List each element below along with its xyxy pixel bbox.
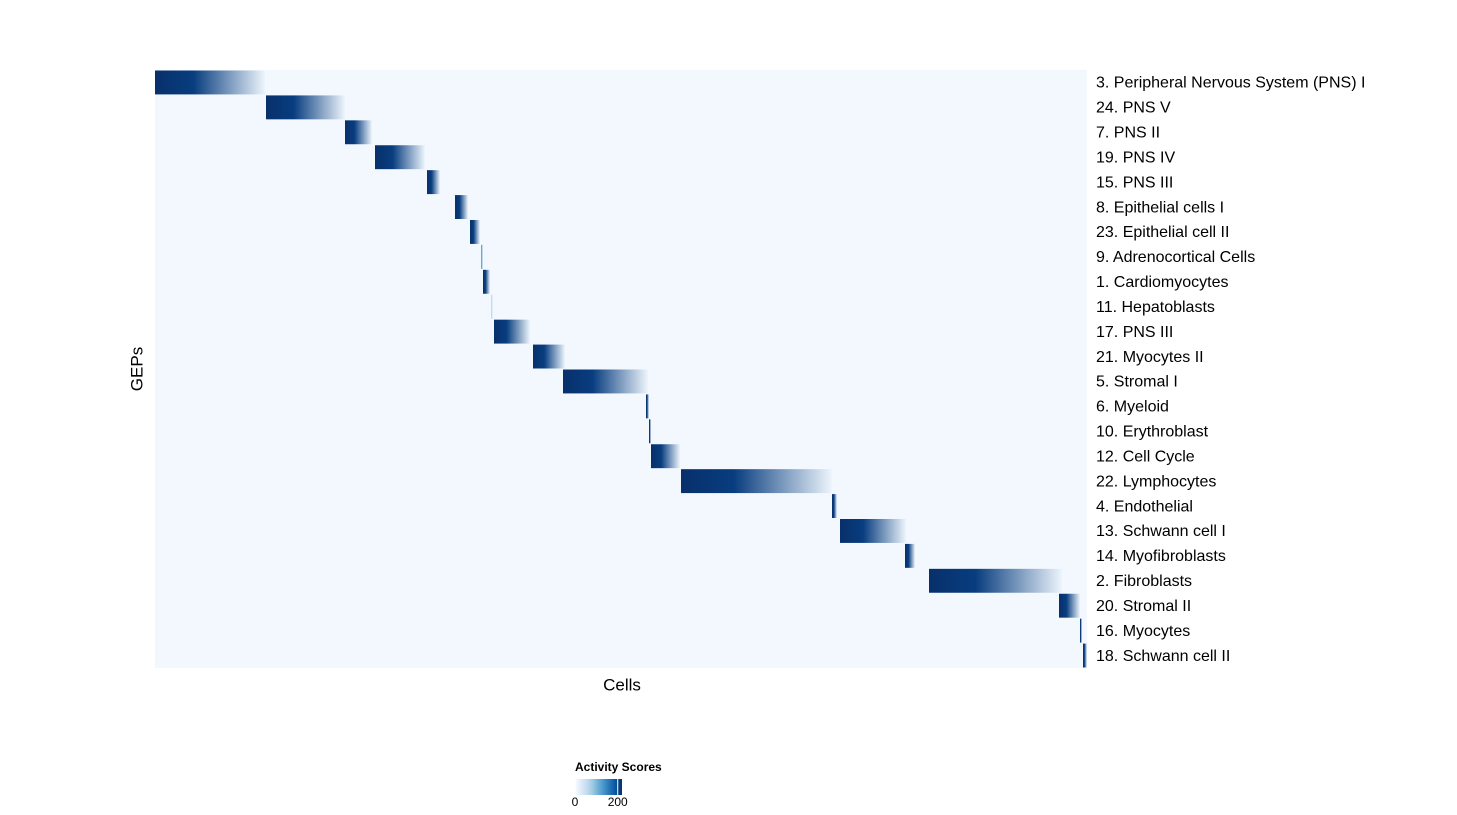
- heatmap-block: [1080, 618, 1082, 643]
- heatmap-block: [470, 220, 480, 244]
- row-label: 2. Fibroblasts: [1096, 573, 1192, 590]
- heatmap-block: [646, 394, 649, 419]
- row-label: 16. Myocytes: [1096, 623, 1190, 640]
- row-label: 10. Erythroblast: [1096, 424, 1209, 441]
- row-label: 6. Myeloid: [1096, 399, 1169, 416]
- heatmap-block: [533, 344, 565, 369]
- y-axis-label: GEPs: [127, 347, 146, 391]
- colorbar: [575, 779, 622, 795]
- heatmap-block: [483, 269, 490, 294]
- row-label: 18. Schwann cell II: [1096, 648, 1230, 665]
- colorbar-title: Activity Scores: [575, 760, 662, 774]
- row-label: 7. PNS II: [1096, 125, 1160, 142]
- heatmap-block: [491, 294, 493, 319]
- row-label: 11. Hepatoblasts: [1096, 299, 1215, 316]
- heatmap-block: [840, 519, 906, 543]
- heatmap-block: [1083, 643, 1087, 668]
- row-label: 14. Myofibroblasts: [1096, 548, 1226, 565]
- heatmap-block: [266, 95, 345, 120]
- heatmap-block: [375, 145, 425, 170]
- heatmap-block: [1059, 593, 1080, 618]
- heatmap-block: [494, 319, 530, 344]
- row-label: 24. PNS V: [1096, 100, 1171, 117]
- heatmap-block: [455, 195, 468, 219]
- heatmap-block: [649, 419, 651, 444]
- heatmap-background: [155, 70, 1087, 668]
- row-label: 21. Myocytes II: [1096, 349, 1204, 366]
- heatmap-block: [681, 469, 832, 494]
- heatmap-block: [427, 170, 440, 195]
- heatmap-block: [905, 543, 915, 568]
- row-label: 19. PNS IV: [1096, 149, 1175, 166]
- row-label: 3. Peripheral Nervous System (PNS) I: [1096, 75, 1365, 92]
- heatmap-block: [929, 568, 1062, 593]
- heatmap-block: [563, 369, 648, 394]
- row-label: 12. Cell Cycle: [1096, 448, 1195, 465]
- row-label: 8. Epithelial cells I: [1096, 199, 1224, 216]
- heatmap-block: [345, 120, 372, 145]
- heatmap-block: [651, 444, 680, 469]
- row-label: 13. Schwann cell I: [1096, 523, 1226, 540]
- row-label: 5. Stromal I: [1096, 374, 1178, 391]
- heatmap-block: [155, 70, 265, 95]
- row-label: 4. Endothelial: [1096, 498, 1193, 515]
- row-label: 22. Lymphocytes: [1096, 473, 1216, 490]
- row-label: 17. PNS III: [1096, 324, 1173, 341]
- colorbar-tick-label: 0: [572, 795, 579, 809]
- row-label: 9. Adrenocortical Cells: [1096, 249, 1255, 266]
- heatmap-block: [832, 494, 837, 518]
- row-label: 20. Stromal II: [1096, 598, 1191, 615]
- row-label: 15. PNS III: [1096, 174, 1173, 191]
- x-axis-label: Cells: [603, 675, 641, 694]
- row-label: 23. Epithelial cell II: [1096, 224, 1229, 241]
- row-label: 1. Cardiomyocytes: [1096, 274, 1229, 291]
- colorbar-tick-label: 200: [608, 795, 628, 809]
- heatmap-block: [481, 244, 483, 269]
